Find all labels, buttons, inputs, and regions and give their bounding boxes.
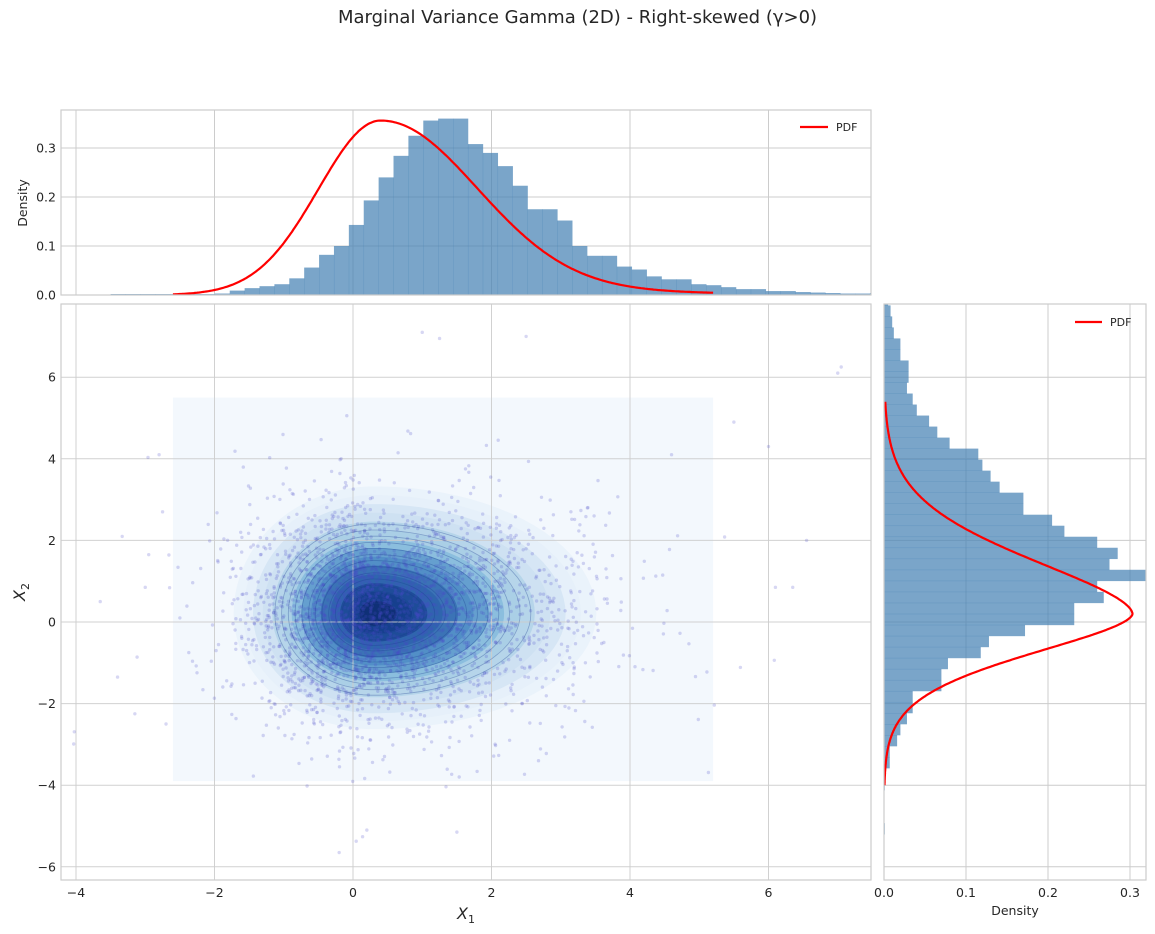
right-x-tick-labels: 0.0 0.1 0.2 0.3 bbox=[874, 885, 1140, 900]
top-marginal-axes: 0.0 0.1 0.2 0.3 Density PDF bbox=[15, 109, 872, 303]
top-y-tick-labels: 0.0 0.1 0.2 0.3 bbox=[36, 141, 56, 303]
main-axes-frame bbox=[60, 303, 872, 881]
svg-text:0: 0 bbox=[349, 885, 357, 900]
svg-text:2: 2 bbox=[488, 885, 496, 900]
svg-text:0.2: 0.2 bbox=[36, 190, 56, 205]
svg-text:4: 4 bbox=[48, 451, 56, 466]
svg-text:0.1: 0.1 bbox=[956, 885, 976, 900]
main-x-tick-labels: −4 −2 0 2 4 6 bbox=[67, 885, 773, 900]
top-legend: PDF bbox=[800, 121, 857, 134]
svg-text:0: 0 bbox=[48, 615, 56, 630]
top-histogram-bars bbox=[110, 118, 871, 295]
svg-text:−2: −2 bbox=[38, 696, 56, 711]
svg-text:0.3: 0.3 bbox=[36, 141, 56, 156]
contour-lines bbox=[274, 523, 532, 696]
joint-scatter-axes: −4 −2 0 2 4 6 −6 −4 −2 0 2 4 6 X1 X2 bbox=[10, 303, 872, 926]
scatter-points bbox=[72, 330, 843, 855]
right-pdf-curve bbox=[884, 401, 1134, 786]
svg-text:0.3: 0.3 bbox=[1120, 885, 1140, 900]
svg-text:−2: −2 bbox=[205, 885, 223, 900]
top-legend-label: PDF bbox=[836, 121, 857, 134]
figure-title: Marginal Variance Gamma (2D) - Right-ske… bbox=[337, 7, 818, 28]
right-marginal-axes: 0.0 0.1 0.2 0.3 Density PDF bbox=[874, 303, 1147, 918]
svg-text:0.2: 0.2 bbox=[1038, 885, 1058, 900]
right-axes-frame bbox=[883, 303, 1147, 881]
svg-text:−4: −4 bbox=[67, 885, 85, 900]
svg-text:−4: −4 bbox=[38, 778, 56, 793]
right-x-axis-label: Density bbox=[991, 903, 1039, 918]
main-y-tick-labels: −6 −4 −2 0 2 4 6 bbox=[38, 370, 56, 875]
svg-text:−6: −6 bbox=[38, 859, 56, 874]
svg-text:6: 6 bbox=[765, 885, 773, 900]
main-y-axis-label: X2 bbox=[10, 583, 32, 602]
top-axes-frame bbox=[60, 109, 872, 296]
svg-text:0.0: 0.0 bbox=[36, 288, 56, 303]
svg-text:6: 6 bbox=[48, 370, 56, 385]
top-pdf-curve bbox=[172, 119, 714, 295]
right-histogram-bars bbox=[884, 304, 1146, 835]
svg-text:4: 4 bbox=[626, 885, 634, 900]
svg-text:2: 2 bbox=[48, 533, 56, 548]
svg-text:0.1: 0.1 bbox=[36, 239, 56, 254]
right-legend: PDF bbox=[1075, 316, 1131, 329]
top-y-axis-label: Density bbox=[15, 179, 30, 227]
main-gridlines bbox=[61, 304, 871, 880]
main-x-axis-label: X1 bbox=[456, 904, 475, 926]
svg-text:0.0: 0.0 bbox=[874, 885, 894, 900]
right-legend-label: PDF bbox=[1110, 316, 1131, 329]
density-contours bbox=[172, 397, 714, 782]
